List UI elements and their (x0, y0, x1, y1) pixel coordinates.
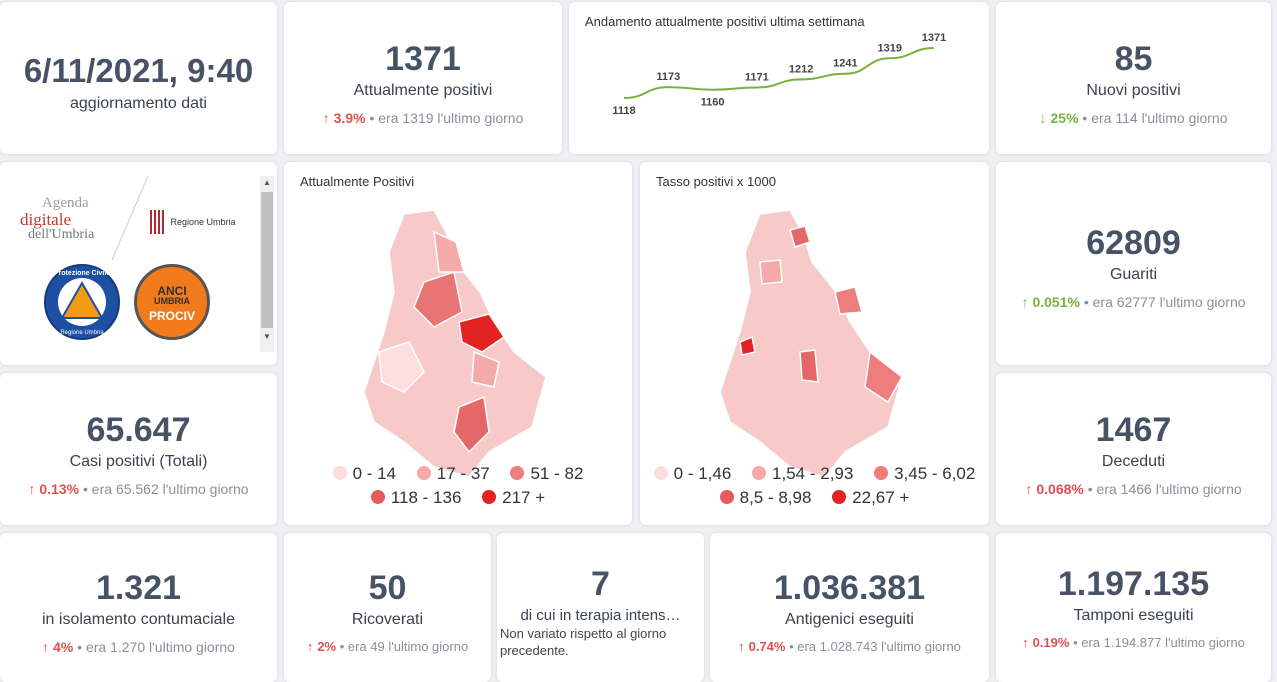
antigenici-delta: ↑ 0.74% • era 1.028.743 l'ultimo giorno (738, 639, 961, 654)
regione-emblem-icon (150, 210, 164, 234)
arrow-up-icon: ↑ (1021, 294, 1029, 310)
nuovi-label: Nuovi positivi (1086, 82, 1181, 99)
divider-line (111, 175, 149, 261)
legend-item: 0 - 1,46 (653, 464, 731, 484)
trend-point-label: 1173 (656, 71, 680, 83)
map-positivi-title: Attualmente Positivi (300, 174, 415, 189)
umbria-map-positivi[interactable] (284, 202, 632, 502)
protezione-civile-icon (58, 278, 106, 326)
terapia-label: di cui in terapia intens… (520, 607, 681, 624)
arrow-up-icon: ↑ (738, 639, 745, 654)
arrow-up-icon: ↑ (42, 639, 50, 655)
trend-chart: 1118 1173 1160 1171 1212 1241 1319 1371 (612, 32, 946, 117)
legend-item: 217 + (482, 488, 545, 508)
nuovi-value: 85 (1114, 40, 1153, 78)
antigenici-value: 1.036.381 (773, 569, 926, 607)
umbria-map-tasso[interactable] (640, 202, 989, 502)
ricoverati-value: 50 (368, 569, 407, 607)
logos-card: Agenda digitale dell'Umbria Regione Umbr… (0, 162, 277, 365)
ricoverati-label: Ricoverati (351, 611, 424, 628)
scroll-thumb[interactable] (261, 192, 273, 328)
arrow-up-icon: ↑ (322, 110, 330, 126)
isolamento-card: 1.321 in isolamento contumaciale ↑ 4% • e… (0, 533, 277, 682)
protezione-civile-logo: Protezione Civile Regione Umbria (44, 264, 120, 340)
tamponi-card: 1.197.135 Tamponi eseguiti ↑ 0.19% • era … (996, 533, 1271, 682)
terapia-card: 7 di cui in terapia intens… Non variato … (497, 533, 704, 682)
trend-point-label: 1241 (833, 58, 857, 70)
arrow-down-icon: ↓ (1039, 110, 1047, 126)
trend-title: Andamento attualmente positivi ultima se… (585, 14, 865, 29)
casi-delta: ↑ 0.13% • era 65.562 l'ultimo giorno (28, 481, 249, 497)
legend-item: 17 - 37 (416, 464, 490, 484)
legend-item: 1,54 - 2,93 (752, 464, 853, 484)
antigenici-card: 1.036.381 Antigenici eseguiti ↑ 0.74% • e… (710, 533, 989, 682)
arrow-up-icon: ↑ (1022, 635, 1029, 650)
update-card: 6/11/2021, 9:40 aggiornamento dati (0, 2, 277, 154)
isolamento-value: 1.321 (95, 569, 182, 607)
legend-item: 8,5 - 8,98 (719, 488, 811, 508)
casi-card: 65.647 Casi positivi (Totali) ↑ 0.13% • e… (0, 373, 277, 525)
trend-point-label: 1212 (789, 63, 813, 75)
map-tasso-legend: 0 - 1,46 1,54 - 2,93 3,45 - 6,02 8,5 - 8… (640, 464, 989, 512)
casi-label: Casi positivi (Totali) (69, 453, 208, 470)
map-tasso-title: Tasso positivi x 1000 (656, 174, 776, 189)
guariti-value: 62809 (1086, 224, 1181, 262)
deceduti-delta: ↑ 0.068% • era 1466 l'ultimo giorno (1025, 481, 1242, 497)
trend-point-label: 1171 (745, 72, 769, 84)
ricoverati-delta: ↑ 2% • era 49 l'ultimo giorno (306, 639, 469, 654)
trend-point-label: 1118 (612, 105, 635, 117)
isolamento-label: in isolamento contumaciale (42, 611, 235, 628)
update-label: aggiornamento dati (70, 95, 207, 112)
deceduti-value: 1467 (1095, 411, 1172, 449)
regione-umbria-logo: Regione Umbria (150, 210, 235, 234)
terapia-value: 7 (591, 565, 610, 603)
anci-umbria-logo: ANCI UMBRIA PROCIV (134, 264, 210, 340)
map-positivi-legend: 0 - 14 17 - 37 51 - 82 118 - 136 217 + (284, 464, 632, 512)
update-datetime: 6/11/2021, 9:40 (23, 52, 254, 89)
isolamento-delta: ↑ 4% • era 1.270 l'ultimo giorno (42, 639, 235, 655)
positivi-label: Attualmente positivi (353, 82, 493, 99)
scroll-up-icon[interactable]: ▲ (263, 178, 271, 187)
legend-item: 51 - 82 (510, 464, 583, 484)
positivi-card: 1371 Attualmente positivi ↑ 3.9% • era 13… (284, 2, 562, 154)
legend-item: 22,67 + (832, 488, 909, 508)
tamponi-delta: ↑ 0.19% • era 1.194.877 l'ultimo giorno (1022, 635, 1245, 650)
logos-scrollbar[interactable]: ▲ ▼ (260, 176, 274, 352)
nuovi-delta: ↓ 25% • era 114 l'ultimo giorno (1039, 110, 1228, 126)
arrow-up-icon: ↑ (1025, 481, 1033, 497)
tamponi-label: Tamponi eseguiti (1073, 607, 1194, 624)
guariti-card: 62809 Guariti ↑ 0.051% • era 62777 l'ulti… (996, 162, 1271, 365)
positivi-delta: ↑ 3.9% • era 1319 l'ultimo giorno (322, 110, 524, 126)
map-tasso-card: Tasso positivi x 1000 0 - 1,46 1,54 - 2,… (640, 162, 989, 525)
terapia-note: Non variato rispetto al giorno precedent… (500, 626, 667, 658)
ricoverati-card: 50 Ricoverati ↑ 2% • era 49 l'ultimo gior… (284, 533, 491, 682)
trend-point-label: 1319 (877, 42, 901, 54)
arrow-up-icon: ↑ (28, 481, 36, 497)
tamponi-value: 1.197.135 (1057, 565, 1210, 603)
arrow-up-icon: ↑ (306, 639, 314, 654)
nuovi-card: 85 Nuovi positivi ↓ 25% • era 114 l'ultim… (996, 2, 1271, 154)
trend-point-label: 1371 (922, 32, 946, 44)
agenda-digitale-logo: Agenda digitale dell'Umbria (20, 195, 95, 242)
casi-value: 65.647 (86, 411, 191, 449)
scroll-down-icon[interactable]: ▼ (263, 332, 271, 341)
deceduti-label: Deceduti (1101, 453, 1166, 470)
legend-item: 118 - 136 (370, 488, 461, 508)
guariti-label: Guariti (1109, 266, 1158, 283)
guariti-delta: ↑ 0.051% • era 62777 l'ultimo giorno (1021, 294, 1246, 310)
trend-card: Andamento attualmente positivi ultima se… (569, 2, 989, 154)
positivi-value: 1371 (385, 40, 461, 78)
legend-item: 0 - 14 (332, 464, 396, 484)
antigenici-label: Antigenici eseguiti (785, 611, 914, 628)
trend-point-label: 1160 (701, 97, 725, 109)
legend-item: 3,45 - 6,02 (874, 464, 975, 484)
deceduti-card: 1467 Deceduti ↑ 0.068% • era 1466 l'ultim… (996, 373, 1271, 525)
trend-line (623, 47, 935, 99)
map-positivi-card: Attualmente Positivi 0 - 14 17 - 37 51 -… (284, 162, 632, 525)
